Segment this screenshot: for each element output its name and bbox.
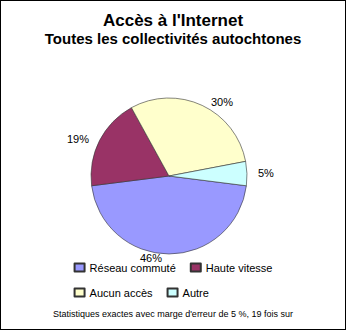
svg-text:Réseau commuté: Réseau commuté [90,262,176,274]
svg-text:Accès à l'Internet: Accès à l'Internet [103,11,243,30]
svg-text:Toutes les collectivités autoc: Toutes les collectivités autochtones [45,30,301,47]
svg-text:30%: 30% [211,96,233,108]
svg-text:19%: 19% [67,133,89,145]
svg-text:5%: 5% [258,167,274,179]
svg-text:Aucun accès: Aucun accès [90,287,153,299]
svg-text:Autre: Autre [183,287,209,299]
svg-text:Haute vitesse: Haute vitesse [206,262,273,274]
svg-text:Statistiques exactes avec marg: Statistiques exactes avec marge d'erreur… [53,309,293,319]
svg-text:46%: 46% [140,252,162,264]
